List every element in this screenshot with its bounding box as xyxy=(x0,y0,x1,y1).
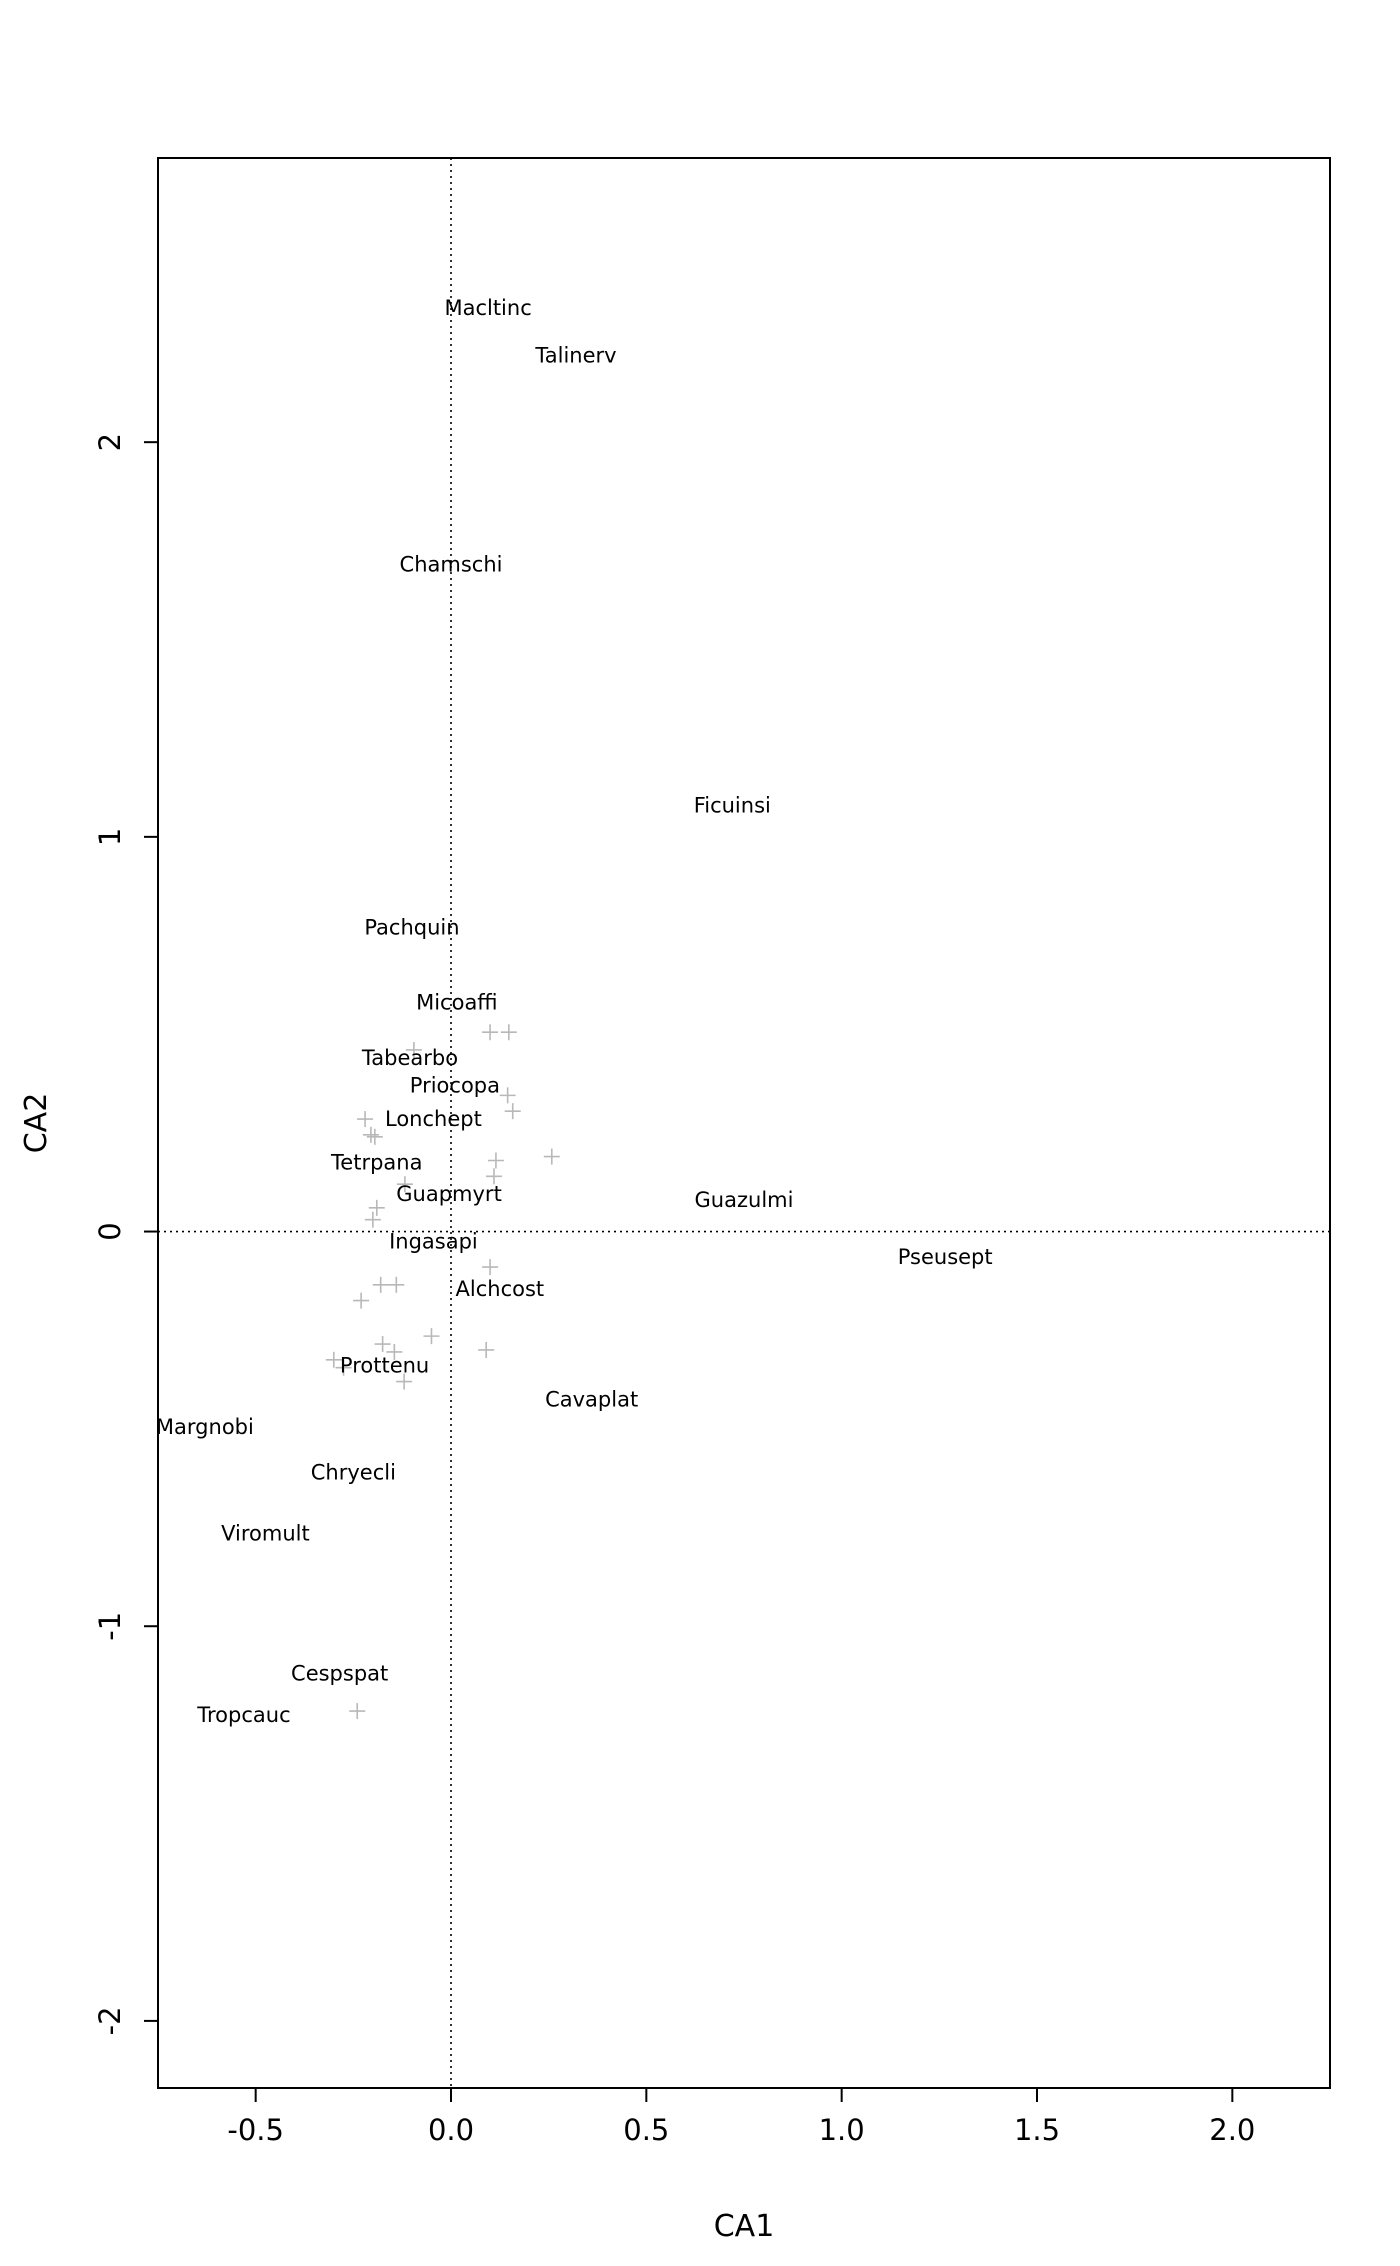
site-point xyxy=(372,1276,389,1293)
species-label: Pseusept xyxy=(898,1245,993,1269)
species-label: Talinerv xyxy=(534,343,616,367)
species-label: Chryecli xyxy=(311,1460,396,1484)
species-label: Viromult xyxy=(221,1521,310,1545)
species-label: Chamschi xyxy=(400,553,503,577)
species-label: Cavaplat xyxy=(545,1387,638,1411)
site-point xyxy=(485,1168,502,1185)
site-point xyxy=(349,1703,366,1720)
species-label: Priocopa xyxy=(410,1074,500,1098)
x-tick-label: 2.0 xyxy=(1209,2113,1255,2147)
y-tick-label: 0 xyxy=(93,1222,127,1240)
species-label: Pachquin xyxy=(364,916,459,940)
site-point xyxy=(499,1087,516,1104)
species-label: Macltinc xyxy=(444,296,531,320)
y-tick-label: -2 xyxy=(93,2006,127,2035)
species-label: Tetrpana xyxy=(330,1150,422,1174)
species-label: Tabearbo xyxy=(361,1046,458,1070)
site-point xyxy=(487,1152,504,1169)
y-tick-label: 2 xyxy=(93,433,127,451)
x-tick-label: 0.5 xyxy=(623,2113,669,2147)
species-label: Tropcauc xyxy=(196,1703,290,1727)
site-point xyxy=(482,1024,499,1041)
species-label: Guapmyrt xyxy=(396,1182,502,1206)
x-axis-label: CA1 xyxy=(714,2209,775,2244)
y-tick-label: -1 xyxy=(93,1612,127,1641)
site-point xyxy=(500,1024,517,1041)
x-tick-label: 1.0 xyxy=(819,2113,865,2147)
x-axis: -0.5 0.0 0.5 1.0 1.5 2.0 xyxy=(227,2087,1255,2147)
site-point xyxy=(364,1211,381,1228)
site-point xyxy=(423,1328,440,1345)
species-label: Cespspat xyxy=(291,1662,388,1686)
site-point xyxy=(478,1341,495,1358)
site-point xyxy=(353,1292,370,1309)
site-point xyxy=(482,1259,499,1276)
site-point xyxy=(386,1343,403,1360)
site-point xyxy=(374,1336,391,1353)
site-point xyxy=(366,1128,383,1145)
x-tick-label: 1.5 xyxy=(1014,2113,1060,2147)
site-point xyxy=(357,1111,374,1128)
reference-lines xyxy=(158,158,1330,2088)
species-label: Lonchept xyxy=(385,1107,482,1131)
site-point xyxy=(543,1148,560,1165)
site-point xyxy=(368,1199,385,1216)
species-label: Guazulmi xyxy=(695,1188,794,1212)
site-point xyxy=(396,1176,413,1193)
site-point xyxy=(396,1373,413,1390)
y-axis-label: CA2 xyxy=(19,1093,54,1154)
site-markers xyxy=(325,1024,560,1720)
y-axis: -2 -1 0 1 2 xyxy=(93,433,159,2035)
site-point xyxy=(504,1103,521,1120)
species-label: Alchcost xyxy=(456,1277,545,1301)
species-label: Prottenu xyxy=(340,1354,429,1378)
x-tick-label: -0.5 xyxy=(227,2113,284,2147)
x-tick-label: 0.0 xyxy=(428,2113,474,2147)
species-label: Ficuinsi xyxy=(694,793,771,817)
site-point xyxy=(362,1126,379,1143)
site-point xyxy=(335,1359,352,1376)
site-point xyxy=(405,1041,422,1058)
site-point xyxy=(325,1351,342,1368)
y-tick-label: 1 xyxy=(93,828,127,846)
site-point xyxy=(388,1276,405,1293)
species-label: Ingasapi xyxy=(389,1229,478,1253)
species-label: Margnobi xyxy=(156,1415,254,1439)
species-label: Micoaffi xyxy=(416,991,498,1015)
